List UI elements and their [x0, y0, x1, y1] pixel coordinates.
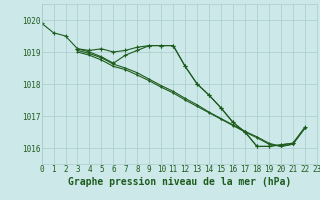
X-axis label: Graphe pression niveau de la mer (hPa): Graphe pression niveau de la mer (hPa): [68, 177, 291, 187]
